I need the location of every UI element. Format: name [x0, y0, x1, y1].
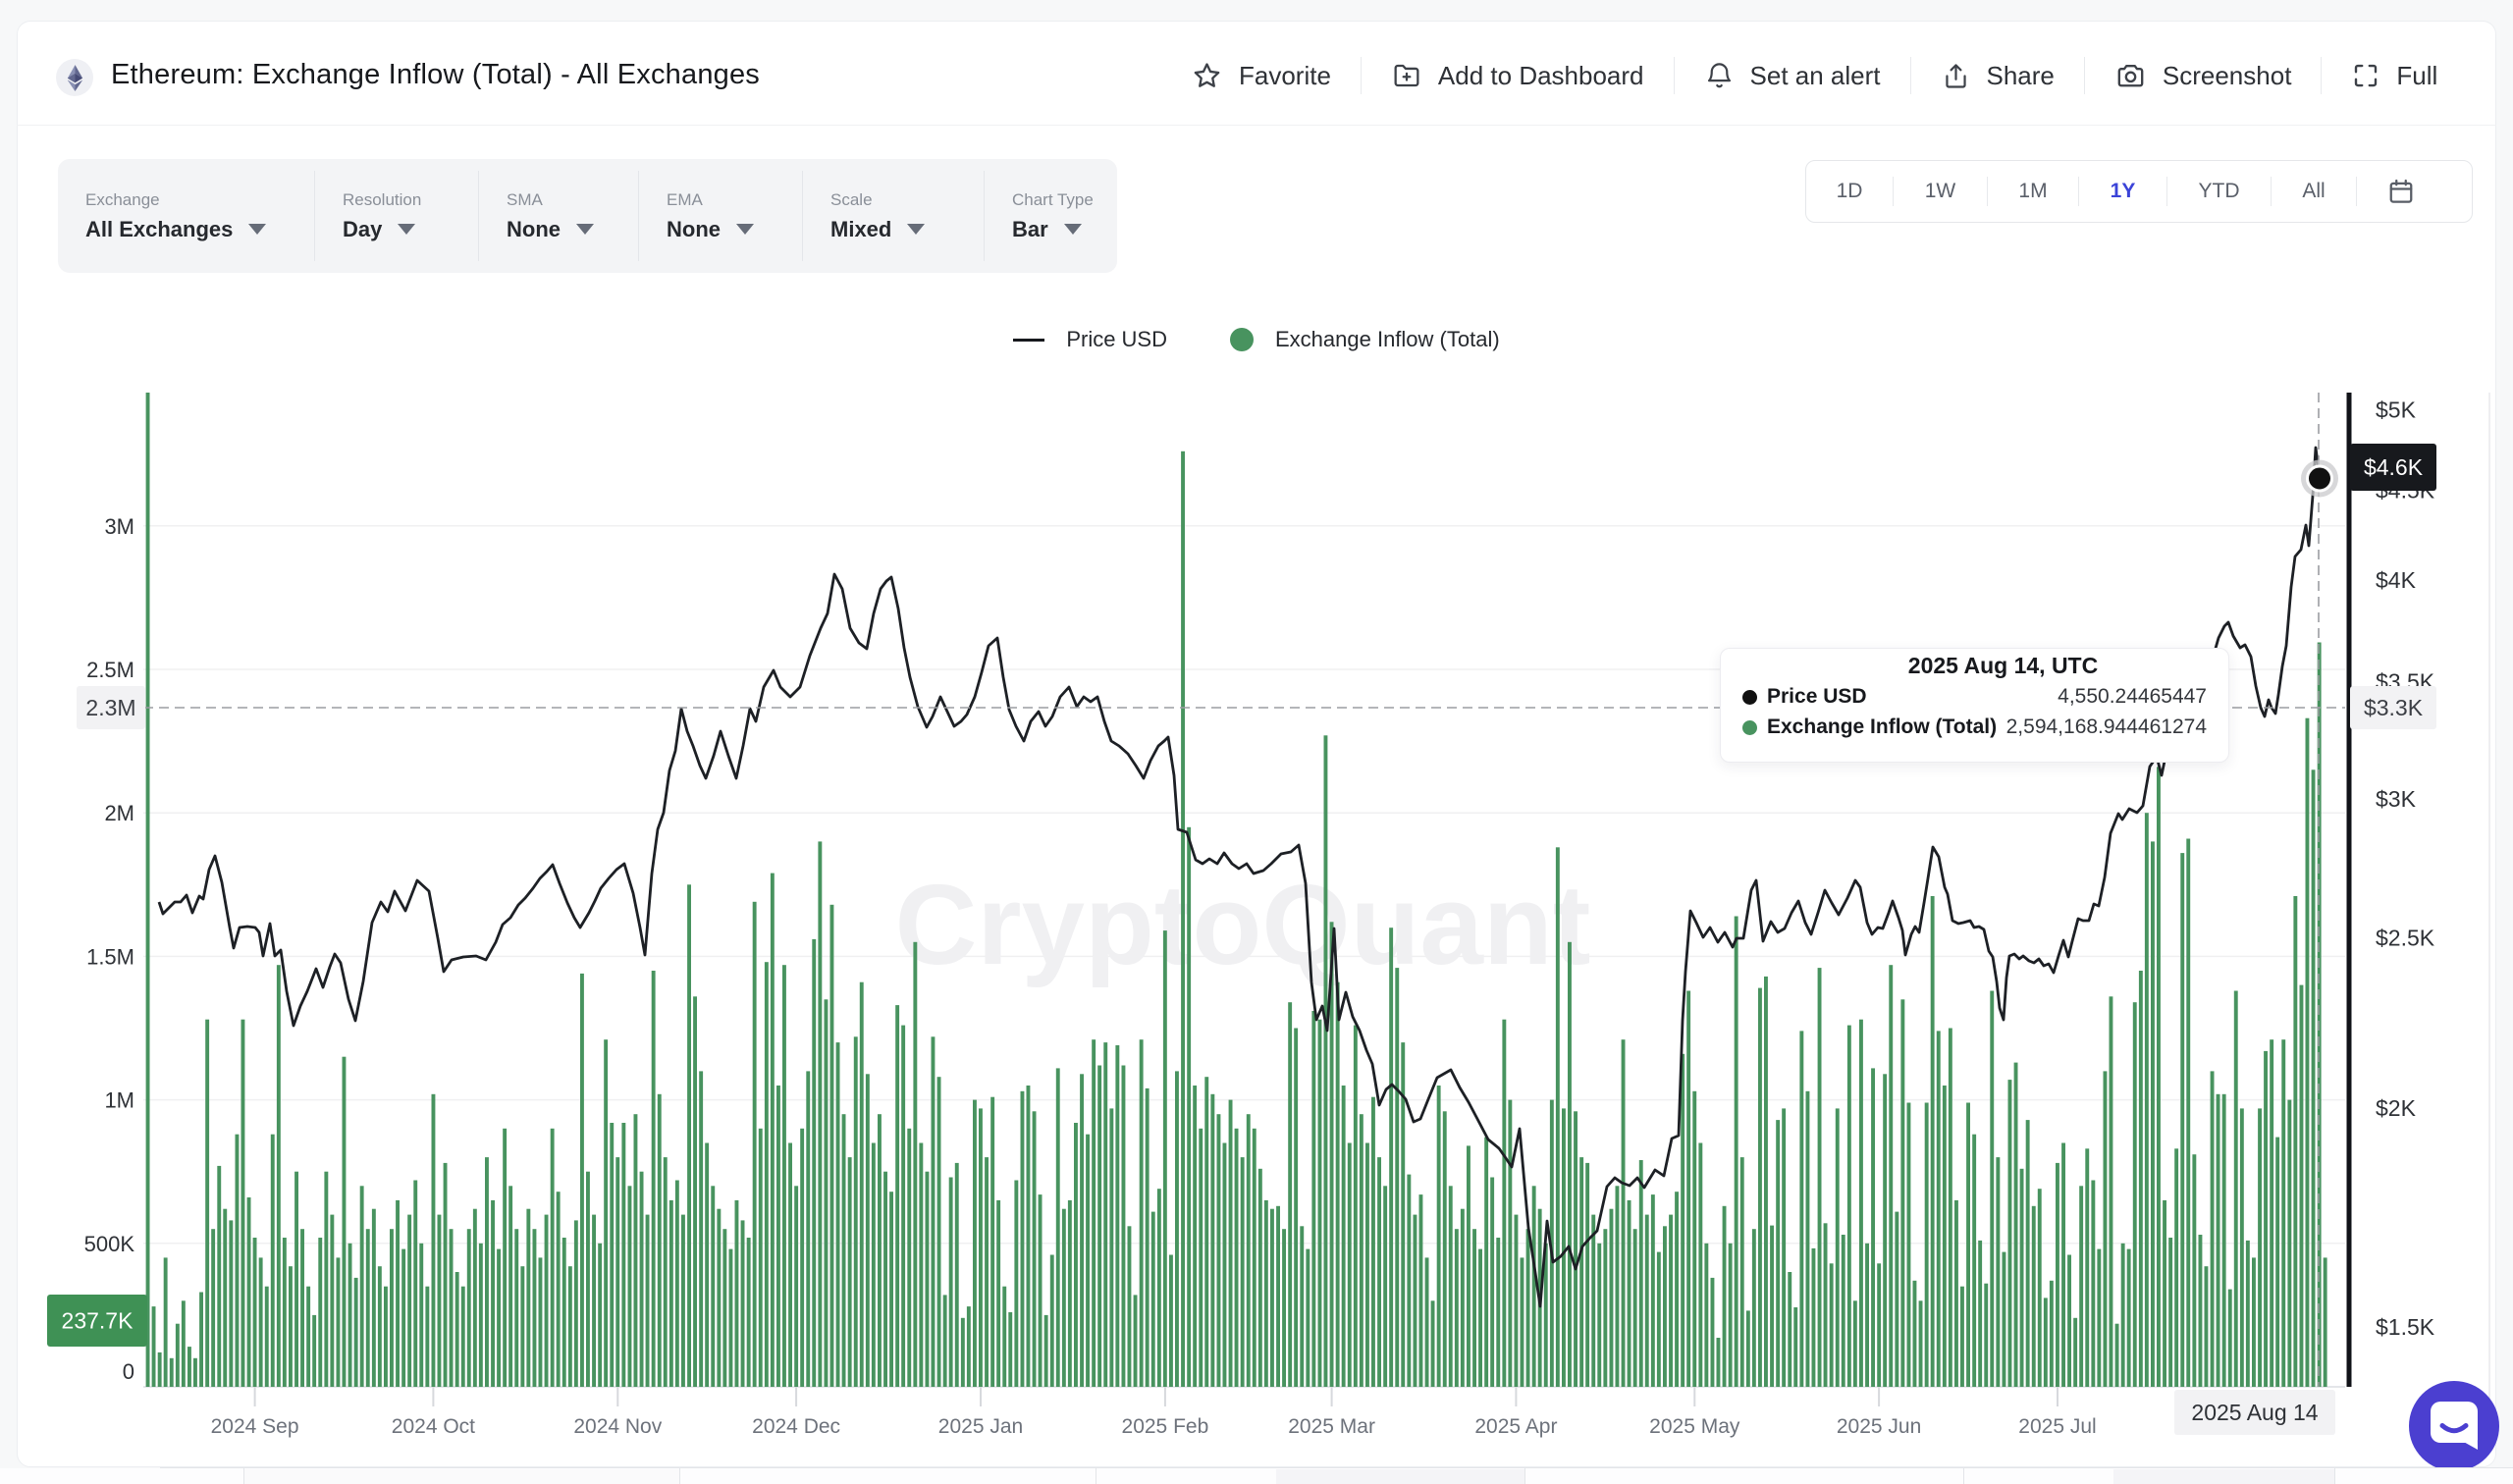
svg-text:2M: 2M: [104, 801, 134, 825]
svg-text:2025 Jun: 2025 Jun: [1837, 1415, 1921, 1438]
svg-text:2024 Oct: 2024 Oct: [392, 1415, 475, 1438]
svg-text:2025 Apr: 2025 Apr: [1474, 1415, 1557, 1438]
svg-text:$5K: $5K: [2376, 398, 2417, 423]
svg-text:$1.5K: $1.5K: [2376, 1314, 2435, 1340]
svg-text:$4.6K: $4.6K: [2364, 454, 2424, 480]
svg-text:2024 Dec: 2024 Dec: [752, 1415, 840, 1438]
svg-text:$3.3K: $3.3K: [2364, 695, 2424, 720]
svg-text:1.5M: 1.5M: [86, 944, 134, 969]
svg-text:$2.5K: $2.5K: [2376, 926, 2435, 951]
svg-text:2025 Jan: 2025 Jan: [938, 1415, 1023, 1438]
svg-text:500K: 500K: [84, 1232, 135, 1256]
svg-text:237.7K: 237.7K: [62, 1308, 134, 1334]
svg-text:1M: 1M: [104, 1088, 134, 1113]
svg-text:2025 Mar: 2025 Mar: [1288, 1415, 1375, 1438]
svg-text:2024 Sep: 2024 Sep: [211, 1415, 299, 1438]
svg-text:CryptoQuant: CryptoQuant: [895, 861, 1591, 988]
svg-text:2025 Aug 14: 2025 Aug 14: [2191, 1400, 2318, 1425]
svg-text:2024 Nov: 2024 Nov: [573, 1415, 662, 1438]
svg-text:2025 Jul: 2025 Jul: [2018, 1415, 2096, 1438]
svg-text:$2K: $2K: [2376, 1095, 2417, 1121]
svg-text:$4K: $4K: [2376, 567, 2417, 593]
svg-text:2025 Feb: 2025 Feb: [1122, 1415, 1209, 1438]
svg-text:2.3M: 2.3M: [85, 695, 135, 720]
svg-text:0: 0: [123, 1359, 134, 1384]
svg-text:2025 May: 2025 May: [1649, 1415, 1740, 1438]
svg-text:$3K: $3K: [2376, 786, 2417, 812]
svg-text:3M: 3M: [104, 514, 134, 539]
svg-text:2.5M: 2.5M: [86, 658, 134, 682]
